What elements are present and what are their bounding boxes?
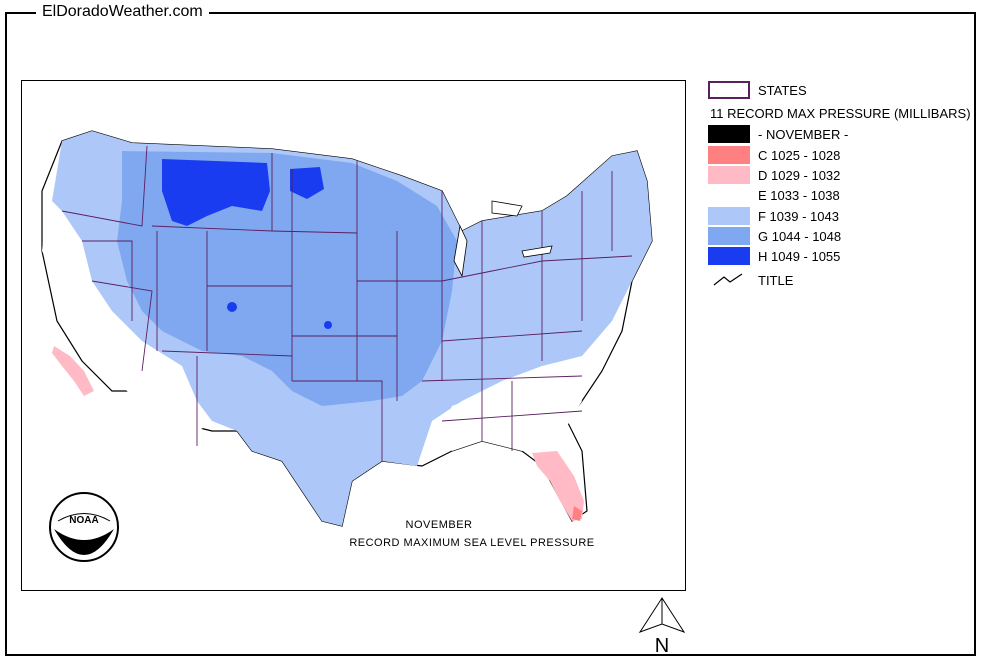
zone-e-west-coast [42, 231, 92, 321]
legend-layer-title: 11 RECORD MAX PRESSURE (MILLIBARS) [710, 106, 971, 121]
noaa-logo-text: NOAA [69, 515, 98, 526]
legend-title-row: TITLE [708, 270, 793, 290]
state-borders [61, 145, 633, 461]
north-arrow-icon: N [638, 597, 686, 657]
legend-class-d: D 1029 - 1032 [708, 165, 840, 185]
legend-class-f: F 1039 - 1043 [708, 206, 839, 226]
zone-h-colorado-spot [227, 302, 237, 312]
legend-swatch-h [708, 247, 750, 265]
legend-class-h: H 1049 - 1055 [708, 246, 840, 266]
zone-h-montana [162, 159, 270, 226]
legend-label-h: H 1049 - 1055 [758, 248, 841, 264]
legend-swatch-e [708, 186, 750, 204]
legend-month: - NOVEMBER - [708, 124, 848, 144]
zone-e-southeast [437, 371, 582, 451]
polyline-icon [708, 271, 750, 289]
legend-class-g: G 1044 - 1048 [708, 226, 841, 246]
map-caption-title: RECORD MAXIMUM SEA LEVEL PRESSURE [349, 537, 595, 549]
zone-h-kansas-spot [324, 321, 332, 329]
legend-month-label: - NOVEMBER - [758, 126, 849, 142]
north-label: N [655, 635, 669, 656]
zone-h-north-dakota [290, 167, 324, 199]
us-pressure-map: NOAA [41, 130, 653, 562]
great-lakes [453, 200, 553, 278]
legend-class-e: E 1033 - 1038 [708, 185, 840, 205]
legend-label-g: G 1044 - 1048 [758, 228, 842, 244]
legend-swatch-f [708, 207, 750, 225]
legend-swatch-d [708, 166, 750, 184]
legend-label-e: E 1033 - 1038 [758, 187, 840, 203]
legend-swatch-g [708, 227, 750, 245]
zone-d-california [52, 346, 94, 396]
zone-d-florida [532, 451, 584, 521]
legend-label-d: D 1029 - 1032 [758, 167, 841, 183]
noaa-logo: NOAA [49, 492, 119, 562]
site-title: ElDoradoWeather.com [36, 3, 209, 21]
legend-states: STATES [708, 80, 807, 100]
map-caption-month: NOVEMBER [405, 519, 473, 531]
legend-states-label: STATES [758, 82, 807, 98]
legend-class-c: C 1025 - 1028 [708, 145, 840, 165]
legend-title-label: TITLE [758, 272, 794, 288]
legend-states-swatch [708, 81, 750, 99]
legend-label-c: C 1025 - 1028 [758, 147, 841, 163]
legend-month-swatch [708, 125, 750, 143]
north-arrow: N [636, 596, 688, 657]
map-panel: NOAA NOVEMBER RECORD MAXIMUM SEA LEVEL P… [21, 80, 686, 591]
page-frame [5, 12, 976, 656]
legend-label-f: F 1039 - 1043 [758, 208, 839, 224]
zone-e-southwest [117, 366, 207, 431]
legend-swatch-c [708, 146, 750, 164]
zone-c-florida-tip [572, 506, 582, 521]
